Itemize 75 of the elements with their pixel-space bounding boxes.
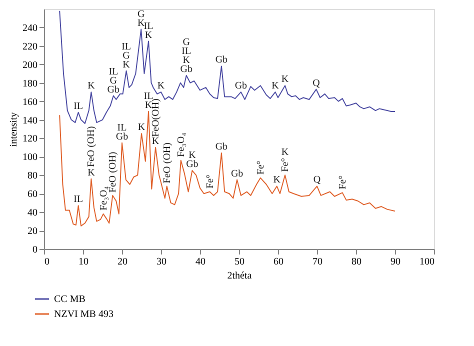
annotation: Fe° bbox=[255, 160, 266, 175]
y-tick-label: 60 bbox=[28, 189, 38, 200]
annotation: IL bbox=[144, 20, 154, 32]
annotation: Gb bbox=[186, 159, 198, 170]
y-tick-label: 20 bbox=[28, 226, 38, 238]
annotation: IL bbox=[74, 194, 84, 206]
annotation: IL bbox=[182, 46, 192, 57]
y-tick-label: 180 bbox=[22, 78, 38, 90]
annotation: Q bbox=[313, 174, 322, 186]
annotation: K bbox=[272, 80, 280, 92]
annotation: K bbox=[144, 100, 153, 111]
x-tick-label: 100 bbox=[420, 256, 434, 268]
x-tick-label: 0 bbox=[44, 256, 50, 268]
annotation: G bbox=[137, 8, 145, 20]
y-tick-label: 160 bbox=[22, 96, 38, 108]
y-tick-label: 240 bbox=[22, 22, 38, 34]
y-axis-title: intensity bbox=[8, 112, 20, 147]
annotation: Fe₃O₄ bbox=[176, 132, 187, 157]
annotation: Fe° bbox=[204, 174, 216, 188]
annotation: FeO (OH) bbox=[108, 152, 119, 193]
y-tick-label: 40 bbox=[28, 208, 38, 219]
x-axis-title: 2théta bbox=[227, 270, 252, 282]
y-tick-label: 80 bbox=[28, 170, 38, 182]
annotation: Fe° bbox=[280, 158, 292, 172]
annotation: IL bbox=[117, 122, 127, 134]
annotation: IL bbox=[108, 66, 118, 78]
annotation: K bbox=[138, 122, 146, 134]
annotation: Gb bbox=[116, 131, 128, 142]
y-tick-label: 0 bbox=[32, 244, 38, 256]
annotation: Fe° bbox=[337, 175, 348, 190]
annotation: Gb bbox=[215, 142, 228, 152]
annotation: Fe₃O₄ bbox=[98, 186, 110, 211]
annotation: K bbox=[157, 80, 166, 92]
annotation: K bbox=[188, 150, 197, 162]
y-tick-label: 120 bbox=[22, 134, 38, 145]
annotation: G bbox=[122, 50, 130, 62]
annotation: K bbox=[152, 136, 160, 147]
annotation: Gb bbox=[180, 64, 192, 75]
x-tick-label: 30 bbox=[156, 256, 166, 268]
x-tick-label: 70 bbox=[312, 256, 322, 268]
legend-label: NZVI MB 493 bbox=[54, 309, 114, 320]
y-tick-label: 220 bbox=[22, 41, 38, 52]
x-tick-label: 80 bbox=[352, 256, 362, 268]
x-tick-label: 10 bbox=[78, 256, 88, 268]
annotation: Q bbox=[312, 78, 321, 89]
y-tick-label: 100 bbox=[22, 152, 38, 164]
annotation: Gb bbox=[107, 84, 120, 96]
annotation: K bbox=[88, 167, 96, 178]
annotation: Gb bbox=[230, 168, 244, 180]
annotation: FeO(OH) bbox=[150, 98, 162, 137]
annotation: G bbox=[110, 75, 118, 86]
annotation: FeO (OH) bbox=[162, 142, 173, 184]
annotation: K bbox=[182, 54, 191, 66]
annotation: IL bbox=[122, 41, 132, 52]
x-tick-label: 50 bbox=[234, 256, 244, 268]
annotation: IL bbox=[144, 90, 154, 102]
annotation: FeO (OH) bbox=[86, 126, 98, 167]
annotation: K bbox=[281, 147, 290, 158]
annotation: K bbox=[137, 18, 146, 29]
y-tick-label: 200 bbox=[22, 60, 38, 71]
annotation: K bbox=[144, 30, 153, 41]
x-tick-label: 90 bbox=[390, 256, 400, 268]
annotation: IL bbox=[74, 100, 84, 112]
y-tick-label: 140 bbox=[22, 115, 38, 126]
annotation: K bbox=[122, 59, 131, 70]
annotation: K bbox=[88, 80, 96, 92]
x-tick-label: 20 bbox=[118, 256, 128, 268]
x-tick-label: 60 bbox=[274, 256, 284, 268]
annotation: G bbox=[182, 36, 190, 48]
annotation: Gb bbox=[234, 80, 248, 92]
legend-label: CC MB bbox=[54, 294, 86, 305]
x-tick-label: 40 bbox=[196, 256, 206, 268]
annotation: K bbox=[273, 174, 282, 186]
annotation: Gb bbox=[215, 54, 228, 66]
annotation: K bbox=[281, 74, 290, 86]
